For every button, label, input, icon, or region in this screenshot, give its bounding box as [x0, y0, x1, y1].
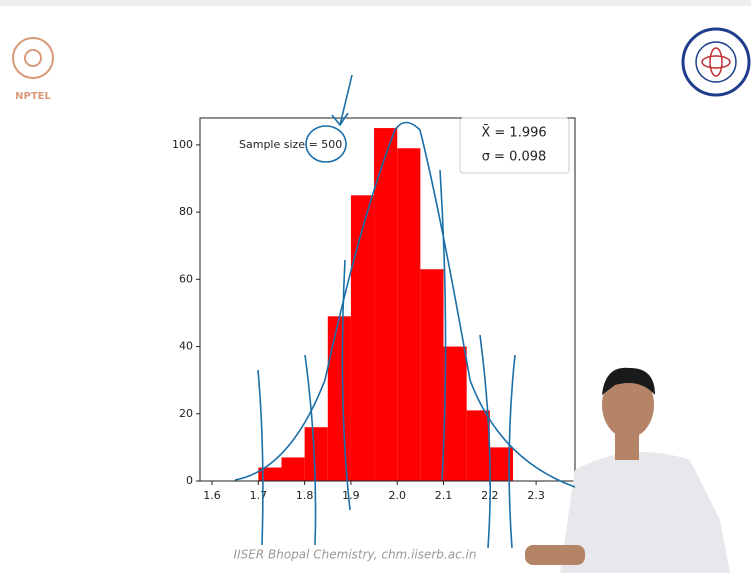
- bar: [420, 269, 443, 481]
- x-tick-label: 2.0: [388, 489, 406, 502]
- x-tick-label: 1.6: [203, 489, 221, 502]
- x-tick-label: 1.8: [296, 489, 314, 502]
- y-tick-label: 0: [186, 474, 193, 487]
- y-tick-label: 20: [179, 407, 193, 420]
- y-tick-label: 80: [179, 205, 193, 218]
- y-tick-label: 100: [172, 138, 193, 151]
- x-tick-label: 1.9: [342, 489, 360, 502]
- bar: [444, 347, 467, 481]
- stats-text: X̄ = 1.996: [481, 125, 546, 140]
- x-tick-label: 2.1: [435, 489, 453, 502]
- nptel-logo: NPTEL: [13, 38, 53, 102]
- y-tick-label: 60: [179, 272, 193, 285]
- bar: [328, 316, 351, 481]
- top-strip: [0, 0, 751, 6]
- bar: [397, 148, 420, 481]
- footer: IISER Bhopal Chemistry, chm.iiserb.ac.in: [234, 548, 477, 562]
- bar: [281, 457, 304, 481]
- x-tick-label: 2.3: [527, 489, 545, 502]
- bar: [467, 410, 490, 481]
- annotation: Sample size = 500: [239, 138, 342, 151]
- page: NPTEL 0204060801001.61.71.81.92.02.12.22…: [0, 0, 751, 573]
- bar: [305, 427, 328, 481]
- iiser-logo: [683, 29, 749, 95]
- x-tick-label: 1.7: [250, 489, 268, 502]
- stats-text: σ = 0.098: [482, 150, 547, 165]
- y-tick-label: 40: [179, 340, 193, 353]
- bar: [351, 195, 374, 481]
- logo-text: NPTEL: [15, 91, 51, 102]
- person: [525, 368, 730, 573]
